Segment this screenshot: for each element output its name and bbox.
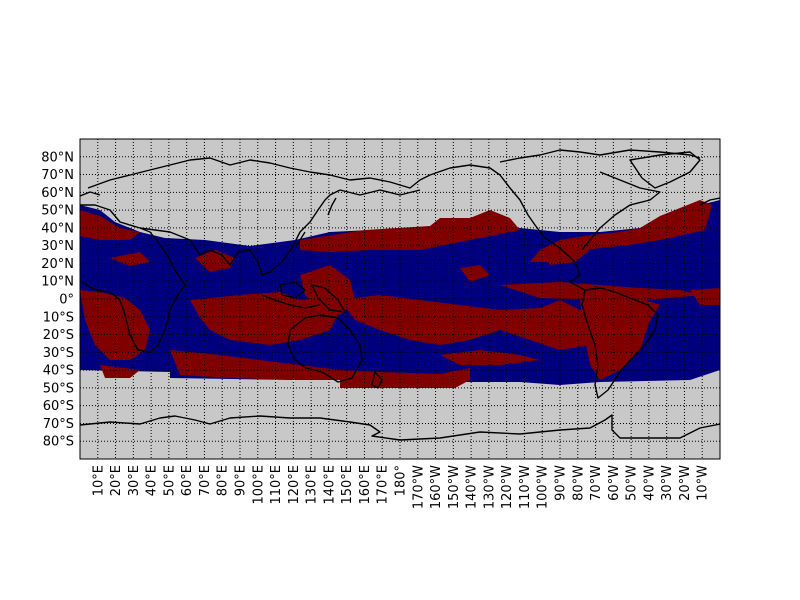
longitude-ticks: 10°E 20°E 30°E 40°E 50°E 60°E 70°E 80°E 90°E 100°… [91, 465, 710, 509]
latitude-label: 30°S [43, 346, 74, 361]
graticule [80, 139, 720, 459]
longitude-label: 180° [394, 465, 409, 496]
longitude-label: 70°W [589, 465, 604, 501]
latitude-label: 20°S [43, 328, 74, 343]
longitude-label: 50°W [625, 465, 640, 501]
longitude-label: 40°W [642, 465, 657, 501]
latitude-label: 80°N [41, 150, 74, 165]
longitude-label: 160°E [358, 465, 373, 505]
map-panel [80, 139, 720, 459]
latitude-label: 80°S [43, 435, 74, 450]
longitude-label: 130°W [482, 465, 497, 509]
latitude-ticks: 80°N 70°N 60°N 50°N 40°N 30°N 20°N 10°N 0° 10°S 20… [41, 150, 74, 449]
latitude-label: 40°N [41, 221, 74, 236]
longitude-label: 10°E [91, 465, 106, 496]
longitude-label: 170°E [376, 465, 391, 505]
latitude-label: 10°S [43, 310, 74, 325]
longitude-label: 170°W [411, 465, 426, 509]
longitude-label: 50°E [162, 465, 177, 496]
latitude-label: 0° [59, 293, 74, 308]
latitude-label: 20°N [41, 257, 74, 272]
latitude-label: 50°N [41, 204, 74, 219]
longitude-label: 40°E [145, 465, 160, 496]
longitude-label: 30°E [127, 465, 142, 496]
coastlines [80, 149, 720, 441]
longitude-label: 120°W [500, 465, 515, 509]
latitude-label: 40°S [43, 364, 74, 379]
latitude-label: 60°S [43, 399, 74, 414]
longitude-label: 20°W [678, 465, 693, 501]
longitude-label: 80°W [571, 465, 586, 501]
latitude-label: 70°S [43, 417, 74, 432]
longitude-label: 60°E [180, 465, 195, 496]
longitude-label: 90°W [554, 465, 569, 501]
longitude-label: 80°E [216, 465, 231, 496]
longitude-label: 70°E [198, 465, 213, 496]
longitude-label: 110°W [518, 465, 533, 509]
latitude-label: 70°N [41, 168, 74, 183]
longitude-label: 160°W [429, 465, 444, 509]
longitude-label: 150°E [340, 465, 355, 505]
longitude-label: 100°E [251, 465, 266, 505]
longitude-label: 120°E [287, 465, 302, 505]
longitude-label: 130°E [305, 465, 320, 505]
longitude-label: 60°W [607, 465, 622, 501]
latitude-label: 10°N [41, 275, 74, 290]
latitude-label: 30°N [41, 239, 74, 254]
longitude-label: 30°W [660, 465, 675, 501]
longitude-label: 10°W [696, 465, 711, 501]
longitude-label: 110°E [269, 465, 284, 505]
latitude-label: 60°N [41, 186, 74, 201]
longitude-label: 90°E [234, 465, 249, 496]
longitude-label: 20°E [109, 465, 124, 496]
longitude-label: 140°W [465, 465, 480, 509]
map-frame [79, 138, 721, 460]
latitude-label: 50°S [43, 381, 74, 396]
longitude-label: 140°E [322, 465, 337, 505]
longitude-label: 100°W [536, 465, 551, 509]
longitude-label: 150°W [447, 465, 462, 509]
